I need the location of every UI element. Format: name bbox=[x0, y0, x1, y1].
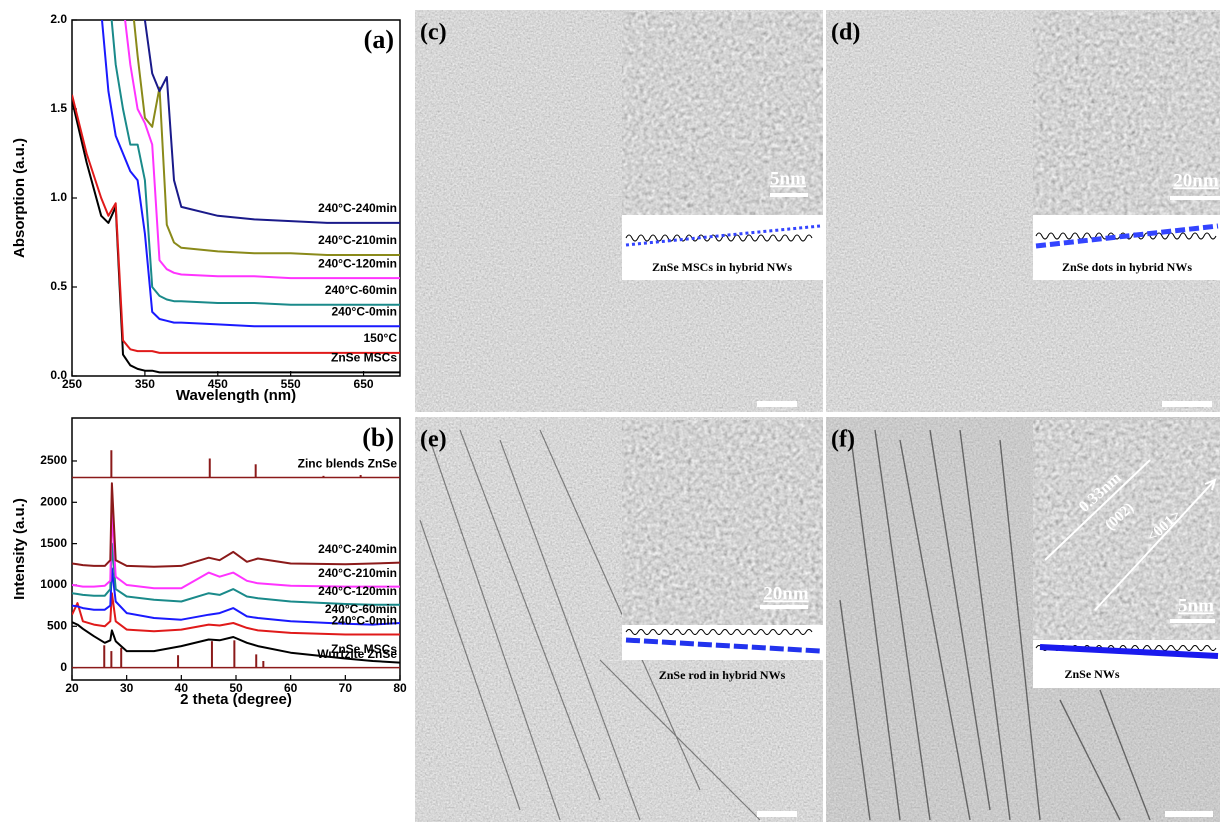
x-tick-label: 20 bbox=[65, 681, 79, 695]
panel-label: (c) bbox=[420, 20, 447, 46]
x-tick-label: 70 bbox=[339, 681, 353, 695]
series-label: 240°C-60min bbox=[325, 283, 397, 297]
series-label: 240°C-120min bbox=[318, 256, 397, 270]
panel-label: (e) bbox=[420, 427, 447, 453]
scale-bar bbox=[1170, 619, 1215, 623]
panel-label: (f) bbox=[831, 427, 855, 453]
series-label: ZnSe MSCs bbox=[331, 351, 397, 365]
x-axis-label: 2 theta (degree) bbox=[180, 691, 292, 708]
y-tick-label: 1000 bbox=[40, 577, 67, 591]
scale-bar bbox=[1162, 401, 1212, 407]
series-label: 240°C-240min bbox=[318, 542, 397, 556]
x-tick-label: 30 bbox=[120, 681, 134, 695]
inset-caption: ZnSe dots in hybrid NWs bbox=[1062, 260, 1192, 274]
y-tick-label: 1500 bbox=[40, 536, 67, 550]
scale-bar bbox=[1165, 811, 1213, 817]
y-tick-label: 2500 bbox=[40, 453, 67, 467]
scale-bar bbox=[760, 605, 808, 609]
series-label: 240°C-240min bbox=[318, 201, 397, 215]
y-tick-label: 0.0 bbox=[50, 368, 67, 382]
series-label: 240°C-210min bbox=[318, 233, 397, 247]
scale-bar bbox=[757, 811, 797, 817]
series-label: 240°C-120min bbox=[318, 584, 397, 598]
scale-bar bbox=[770, 193, 808, 197]
panel-label: (b) bbox=[362, 423, 394, 452]
series-label: 240°C-0min bbox=[332, 304, 398, 318]
series-label: 240°C-60min bbox=[325, 602, 397, 616]
scale-label: 5nm bbox=[1178, 595, 1214, 616]
figure: (c) 5nm ZnSe MSCs in hybrid NWs (d) 20nm… bbox=[0, 0, 1220, 822]
panel-label: (d) bbox=[831, 20, 860, 46]
y-axis-label: Absorption (a.u.) bbox=[11, 138, 28, 258]
y-tick-label: 1.5 bbox=[50, 101, 67, 115]
series-label: 240°C-210min bbox=[318, 566, 397, 580]
x-tick-label: 350 bbox=[135, 377, 155, 391]
series-label: ZnSe MSCs bbox=[331, 642, 397, 656]
y-axis-label: Intensity (a.u.) bbox=[11, 498, 28, 600]
panel-f: 0.33nm (002) <001> (f) 5nm ZnSe NWs bbox=[826, 417, 1220, 822]
y-tick-label: 500 bbox=[47, 618, 67, 632]
y-tick-label: 0.5 bbox=[50, 279, 67, 293]
scale-label: 5nm bbox=[770, 168, 806, 189]
inset-caption: ZnSe rod in hybrid NWs bbox=[659, 668, 786, 682]
series-label: 150°C bbox=[364, 331, 398, 345]
scale-bar bbox=[1170, 196, 1220, 200]
scale-label: 20nm bbox=[1173, 170, 1219, 191]
y-tick-label: 1.0 bbox=[50, 190, 67, 204]
series-label: Zinc blends ZnSe bbox=[298, 457, 398, 471]
plot-area bbox=[72, 450, 400, 667]
y-tick-label: 0 bbox=[60, 660, 67, 674]
inset-caption: ZnSe MSCs in hybrid NWs bbox=[652, 260, 792, 274]
x-tick-label: 650 bbox=[354, 377, 374, 391]
y-tick-label: 2000 bbox=[40, 494, 67, 508]
inset-caption: ZnSe NWs bbox=[1064, 667, 1119, 681]
scale-bar bbox=[757, 401, 797, 407]
scale-label: 20nm bbox=[763, 583, 809, 604]
x-tick-label: 80 bbox=[393, 681, 407, 695]
series-line bbox=[72, 0, 400, 223]
x-axis-label: Wavelength (nm) bbox=[176, 387, 296, 404]
panel-d: (d) 20nm ZnSe dots in hybrid NWs bbox=[826, 10, 1220, 412]
panel-label: (a) bbox=[364, 25, 394, 54]
panel-c: (c) 5nm ZnSe MSCs in hybrid NWs bbox=[415, 10, 823, 412]
panel-e: (e) 20nm ZnSe rod in hybrid NWs bbox=[415, 417, 823, 822]
y-tick-label: 2.0 bbox=[50, 12, 67, 26]
